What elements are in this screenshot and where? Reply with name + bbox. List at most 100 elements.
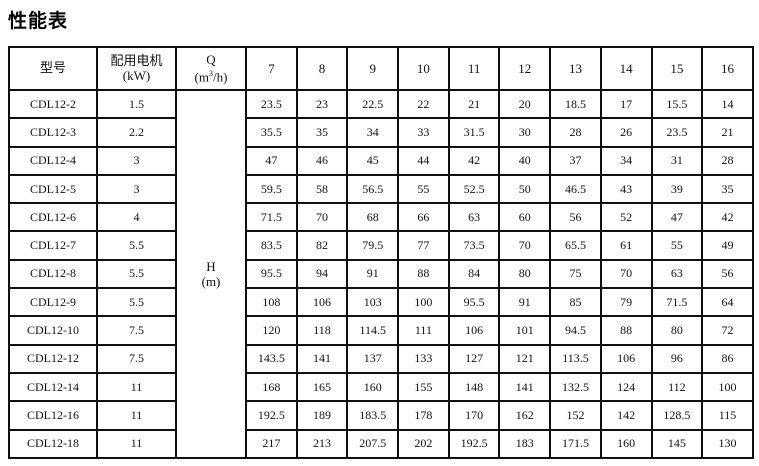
- model-cell: CDL12-12: [8, 343, 98, 374]
- head-value-cell: 124: [599, 371, 653, 403]
- motor-power-cell: 11: [96, 371, 177, 403]
- head-value-cell: 101: [498, 315, 552, 346]
- head-value-cell: 141: [498, 371, 552, 403]
- motor-power-cell: 11: [96, 400, 177, 431]
- header-flow-value: 8: [295, 46, 349, 91]
- table-row: CDL12-10 7.5 120 118 114.5 111 106 101 94.5 88 80 7…: [8, 315, 754, 346]
- head-value-cell: 106: [599, 343, 653, 374]
- head-value-cell: 46.5: [549, 173, 602, 205]
- head-value-cell: 79: [599, 287, 653, 318]
- header-flow-value: 10: [397, 46, 450, 91]
- table-row: CDL12-4 3 47 46 45 44 42 40 37 34 31 28: [8, 145, 754, 176]
- head-value-cell: 202: [397, 428, 450, 459]
- motor-power-cell: 5.5: [96, 287, 177, 318]
- head-value-cell: 100: [701, 371, 754, 403]
- header-q-unit-sup: 3: [209, 68, 213, 78]
- head-value-cell: 103: [346, 287, 400, 318]
- head-value-cell: 112: [650, 371, 704, 403]
- head-value-cell: 114.5: [346, 315, 400, 346]
- head-value-cell: 70: [498, 230, 552, 261]
- model-cell: CDL12-6: [8, 202, 98, 233]
- header-row: 型号 配用电机 (kW) Q (m3/h) 7 8 9 10 11 12 13 14 15 16: [8, 46, 754, 91]
- head-value-cell: 22.5: [346, 88, 400, 120]
- head-value-cell: 108: [245, 287, 298, 318]
- header-q-label: Q: [206, 51, 216, 67]
- table-body: CDL12-2 1.5 H (m) 23.5 23 22.5 22 21 20 18.5 17 15.5…: [8, 88, 754, 459]
- header-flow-value: 7: [245, 46, 298, 91]
- head-value-cell: 75: [549, 258, 602, 290]
- head-value-cell: 79.5: [346, 230, 400, 261]
- head-value-cell: 83.5: [245, 230, 298, 261]
- head-value-cell: 73.5: [447, 230, 501, 261]
- head-value-cell: 127: [447, 343, 501, 374]
- head-value-cell: 95.5: [447, 287, 501, 318]
- head-value-cell: 165: [295, 371, 349, 403]
- header-flow: Q (m3/h): [175, 46, 247, 91]
- model-cell: CDL12-16: [8, 400, 98, 431]
- head-value-cell: 23.5: [650, 117, 704, 148]
- header-motor-label: 配用电机: [110, 54, 163, 69]
- head-value-cell: 61: [599, 230, 653, 261]
- head-value-cell: 213: [295, 428, 349, 459]
- header-flow-value: 9: [346, 46, 400, 91]
- header-model: 型号: [8, 46, 98, 91]
- head-value-cell: 141: [295, 343, 349, 374]
- head-value-cell: 58: [295, 173, 349, 205]
- head-value-cell: 137: [346, 343, 400, 374]
- motor-power-cell: 2.2: [96, 117, 177, 148]
- head-value-cell: 170: [447, 400, 501, 431]
- head-value-cell: 84: [447, 258, 501, 290]
- head-value-cell: 96: [650, 343, 704, 374]
- head-value-cell: 160: [599, 428, 653, 459]
- head-value-cell: 52: [599, 202, 653, 233]
- head-value-cell: 71.5: [650, 287, 704, 318]
- head-value-cell: 85: [549, 287, 602, 318]
- head-value-cell: 160: [346, 371, 400, 403]
- head-value-cell: 37: [549, 145, 602, 176]
- head-value-cell: 106: [295, 287, 349, 318]
- header-flow-value: 12: [498, 46, 552, 91]
- head-value-cell: 71.5: [245, 202, 298, 233]
- head-value-cell: 42: [701, 202, 754, 233]
- motor-power-cell: 11: [96, 428, 177, 459]
- head-value-cell: 88: [397, 258, 450, 290]
- head-value-cell: 31.5: [447, 117, 501, 148]
- head-value-cell: 50: [498, 173, 552, 205]
- head-value-cell: 91: [346, 258, 400, 290]
- head-value-cell: 55: [650, 230, 704, 261]
- table-row: CDL12-18 11 217 213 207.5 202 192.5 183 171.5 160…: [8, 428, 754, 459]
- head-value-cell: 100: [397, 287, 450, 318]
- head-value-cell: 113.5: [549, 343, 602, 374]
- head-value-cell: 70: [295, 202, 349, 233]
- head-value-cell: 118: [295, 315, 349, 346]
- motor-power-cell: 3: [96, 145, 177, 176]
- head-value-cell: 148: [447, 371, 501, 403]
- head-value-cell: 86: [701, 343, 754, 374]
- table-row: CDL12-9 5.5 108 106 103 100 95.5 91 85 79 71.5 64: [8, 287, 754, 318]
- head-value-cell: 46: [295, 145, 349, 176]
- motor-power-cell: 7.5: [96, 343, 177, 374]
- head-value-cell: 80: [498, 258, 552, 290]
- head-value-cell: 128.5: [650, 400, 704, 431]
- head-value-cell: 168: [245, 371, 298, 403]
- motor-power-cell: 5.5: [96, 258, 177, 290]
- head-value-cell: 183.5: [346, 400, 400, 431]
- model-cell: CDL12-4: [8, 145, 98, 176]
- head-value-cell: 162: [498, 400, 552, 431]
- model-cell: CDL12-5: [8, 173, 98, 205]
- head-value-cell: 66: [397, 202, 450, 233]
- model-cell: CDL12-3: [8, 117, 98, 148]
- head-value-cell: 33: [397, 117, 450, 148]
- table-row: CDL12-3 2.2 35.5 35 34 33 31.5 30 28 26 23.5 21: [8, 117, 754, 148]
- head-value-cell: 121: [498, 343, 552, 374]
- table-row: CDL12-2 1.5 H (m) 23.5 23 22.5 22 21 20 18.5 17 15.5…: [8, 88, 754, 459]
- header-q-unit-post: /h): [213, 69, 228, 85]
- header-flow-value: 15: [650, 46, 704, 91]
- head-value-cell: 47: [650, 202, 704, 233]
- head-value-cell: 91: [498, 287, 552, 318]
- head-value-cell: 192.5: [245, 400, 298, 431]
- head-value-cell: 43: [599, 173, 653, 205]
- model-cell: CDL12-8: [8, 258, 98, 290]
- head-value-cell: 35.5: [245, 117, 298, 148]
- motor-power-cell: 4: [96, 202, 177, 233]
